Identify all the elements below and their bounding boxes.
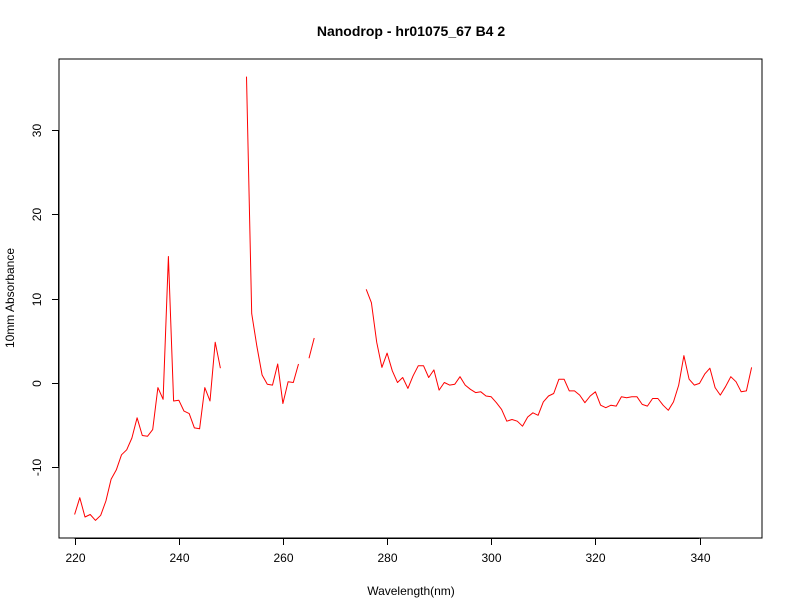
chart-title: Nanodrop - hr01075_67 B4 2 <box>317 23 506 39</box>
series-line <box>365 289 753 427</box>
series-line <box>308 337 315 359</box>
y-tick-label: 20 <box>30 208 44 222</box>
x-axis-label: Wavelength(nm) <box>367 584 455 598</box>
series-line <box>74 256 221 521</box>
series-line <box>246 76 299 404</box>
y-tick-label: 30 <box>30 124 44 138</box>
x-tick-label: 280 <box>377 551 397 565</box>
y-tick-label: 10 <box>30 293 44 307</box>
y-axis: -10 0 10 20 30 <box>30 124 59 477</box>
x-axis: 220 240 260 280 300 320 340 <box>65 538 711 565</box>
x-tick-label: 340 <box>690 551 710 565</box>
x-tick-label: 320 <box>585 551 605 565</box>
x-tick-label: 240 <box>169 551 189 565</box>
y-tick-label: 0 <box>30 380 44 387</box>
plot-frame <box>58 58 763 539</box>
series-layer <box>74 76 753 521</box>
x-tick-label: 300 <box>481 551 501 565</box>
x-tick-label: 260 <box>273 551 293 565</box>
y-tick-label: -10 <box>30 459 44 477</box>
y-axis-label: 10mm Absorbance <box>3 248 17 348</box>
x-tick-label: 220 <box>65 551 85 565</box>
